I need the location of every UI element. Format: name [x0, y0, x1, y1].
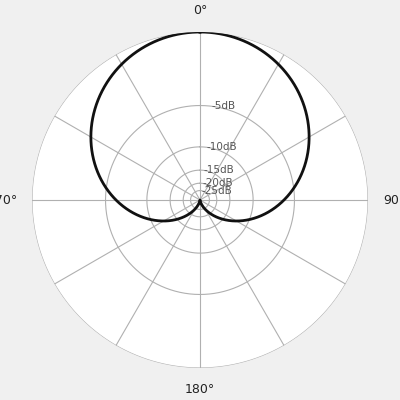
Text: -5dB: -5dB — [212, 101, 236, 111]
Text: -20dB: -20dB — [202, 178, 233, 188]
Text: 0°: 0° — [193, 4, 207, 17]
Text: -25dB: -25dB — [201, 186, 232, 196]
Text: 270°: 270° — [0, 194, 17, 206]
Text: 90°: 90° — [383, 194, 400, 206]
Text: -10dB: -10dB — [206, 142, 237, 152]
Text: -15dB: -15dB — [204, 165, 234, 175]
Text: 180°: 180° — [185, 383, 215, 396]
